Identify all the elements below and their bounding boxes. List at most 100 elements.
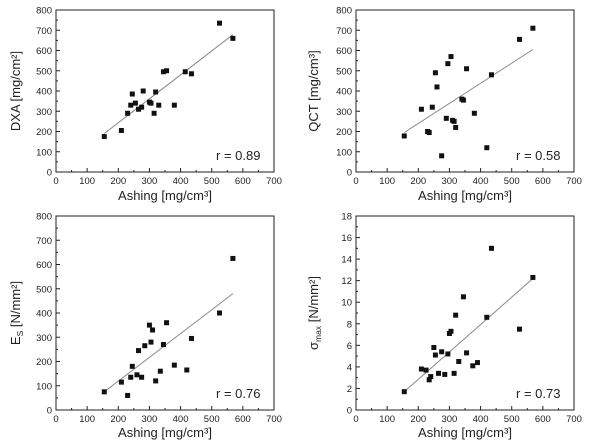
data-point bbox=[471, 110, 477, 116]
data-point bbox=[448, 328, 454, 334]
x-axis-label: Ashing [mg/cm³] bbox=[118, 425, 212, 440]
data-point bbox=[439, 349, 445, 355]
x-tick-label: 500 bbox=[504, 176, 520, 187]
data-point bbox=[488, 245, 494, 251]
x-tick-label: 200 bbox=[110, 414, 126, 425]
x-tick-label: 700 bbox=[566, 414, 582, 425]
x-tick-label: 500 bbox=[204, 176, 220, 187]
data-point bbox=[460, 97, 466, 103]
data-point bbox=[160, 342, 166, 348]
data-point bbox=[448, 54, 454, 60]
y-tick-label: 100 bbox=[36, 147, 52, 158]
y-axis-label: σmax [N/mm²] bbox=[306, 276, 323, 350]
data-point bbox=[517, 326, 522, 332]
y-tick-label: 12 bbox=[341, 276, 352, 287]
regression-line bbox=[403, 278, 534, 393]
data-point bbox=[432, 352, 438, 358]
y-tick-label: 500 bbox=[36, 284, 52, 295]
x-tick-label: 700 bbox=[266, 414, 282, 425]
y-axis-label: DXA [mg/cm²] bbox=[8, 51, 23, 131]
data-point bbox=[453, 124, 459, 130]
x-tick-label: 500 bbox=[204, 414, 220, 425]
x-tick-label: 700 bbox=[266, 176, 282, 187]
x-tick-label: 600 bbox=[535, 414, 551, 425]
data-point bbox=[164, 68, 170, 74]
data-point bbox=[451, 118, 457, 124]
data-point bbox=[188, 335, 194, 341]
data-point bbox=[136, 348, 142, 354]
x-tick-label: 300 bbox=[141, 176, 157, 187]
x-tick-label: 200 bbox=[410, 414, 426, 425]
x-tick-label: 300 bbox=[441, 176, 457, 187]
data-point bbox=[230, 255, 236, 261]
y-tick-label: 800 bbox=[336, 6, 352, 17]
x-tick-label: 400 bbox=[473, 414, 489, 425]
x-axis-label: Ashing [mg/cm³] bbox=[118, 188, 212, 203]
data-point bbox=[530, 25, 536, 31]
data-point bbox=[530, 274, 536, 280]
y-tick-label: 100 bbox=[36, 381, 52, 392]
chart-panel-1: 0 100 200 300 400 500 600 700 0 100 200 300 400 500 60… bbox=[8, 6, 282, 204]
data-point bbox=[401, 133, 407, 139]
x-tick-label: 0 bbox=[53, 176, 58, 187]
data-point bbox=[129, 91, 135, 97]
y-tick-label: 0 bbox=[47, 168, 52, 179]
x-tick-label: 300 bbox=[141, 414, 157, 425]
data-point bbox=[442, 371, 448, 377]
data-point bbox=[142, 343, 148, 349]
data-point bbox=[217, 20, 222, 26]
y-tick-label: 0 bbox=[347, 406, 352, 417]
y-tick-label: 600 bbox=[36, 260, 52, 271]
correlation-label: r = 0.58 bbox=[516, 148, 560, 163]
data-point bbox=[470, 363, 476, 369]
y-tick-label: 500 bbox=[336, 66, 352, 77]
y-axis-label: ES [N/mm²] bbox=[8, 281, 25, 345]
y-tick-label: 800 bbox=[36, 6, 52, 17]
y-tick-label: 2 bbox=[347, 384, 352, 395]
y-tick-label: 400 bbox=[36, 87, 52, 98]
data-point bbox=[474, 360, 480, 366]
data-point bbox=[171, 102, 177, 108]
data-point bbox=[118, 379, 124, 385]
regression-line bbox=[103, 34, 234, 134]
x-tick-label: 500 bbox=[504, 414, 520, 425]
data-point bbox=[125, 392, 131, 398]
plot-frame bbox=[55, 215, 275, 411]
data-point bbox=[139, 374, 145, 380]
data-point bbox=[436, 370, 442, 376]
y-tick-label: 0 bbox=[47, 406, 52, 417]
data-point bbox=[418, 106, 424, 112]
data-point bbox=[128, 374, 134, 380]
y-tick-label: 0 bbox=[347, 168, 352, 179]
correlation-label: r = 0.76 bbox=[216, 386, 260, 401]
y-tick-label: 300 bbox=[36, 107, 52, 118]
y-tick-label: 6 bbox=[347, 341, 352, 352]
data-point bbox=[428, 374, 434, 380]
data-point bbox=[439, 153, 445, 159]
data-point bbox=[445, 351, 451, 357]
x-tick-label: 100 bbox=[379, 414, 395, 425]
y-tick-label: 4 bbox=[347, 362, 352, 373]
y-tick-label: 700 bbox=[36, 236, 52, 247]
correlation-label: r = 0.89 bbox=[216, 148, 260, 163]
y-tick-label: 8 bbox=[347, 319, 352, 330]
data-point bbox=[151, 110, 157, 116]
data-point bbox=[426, 377, 432, 383]
y-axis-label-sub: S bbox=[15, 330, 25, 336]
data-point bbox=[153, 89, 159, 95]
y-tick-label: 200 bbox=[336, 127, 352, 138]
data-point bbox=[128, 102, 134, 108]
data-point bbox=[460, 294, 466, 300]
data-point bbox=[160, 69, 166, 75]
data-point bbox=[125, 110, 131, 116]
data-point bbox=[451, 370, 457, 376]
data-point bbox=[445, 61, 451, 67]
x-tick-label: 600 bbox=[235, 414, 251, 425]
x-tick-label: 0 bbox=[53, 414, 58, 425]
data-point bbox=[157, 368, 163, 374]
y-tick-label: 18 bbox=[341, 212, 352, 223]
regression-line bbox=[404, 49, 534, 133]
y-axis-label-main: DXA [mg/cm²] bbox=[8, 51, 23, 131]
y-tick-label: 14 bbox=[341, 255, 352, 266]
x-tick-label: 600 bbox=[535, 176, 551, 187]
